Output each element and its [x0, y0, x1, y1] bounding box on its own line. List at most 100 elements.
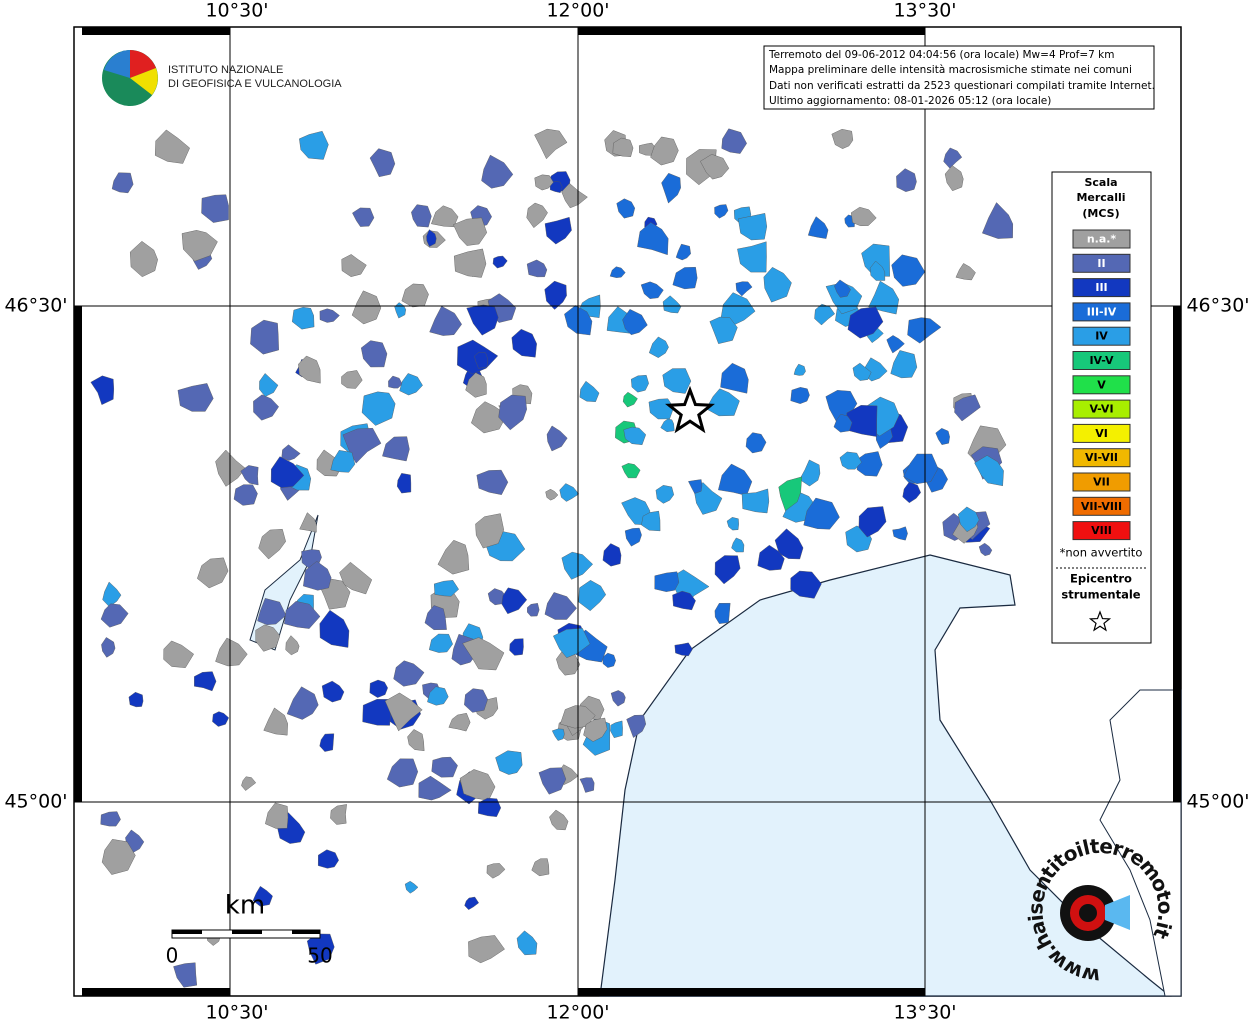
municipality	[476, 469, 509, 495]
municipality	[501, 587, 528, 615]
legend-label: III	[1095, 281, 1107, 294]
municipality	[534, 174, 554, 191]
municipality	[462, 637, 505, 671]
info-line: Ultimo aggiornamento: 08-01-2026 05:12 (…	[769, 95, 1051, 107]
municipality	[737, 213, 768, 241]
municipality	[583, 717, 608, 742]
municipality	[903, 453, 939, 485]
legend-label: VIII	[1091, 524, 1112, 537]
municipality	[173, 962, 198, 988]
municipality	[714, 602, 731, 624]
municipality	[396, 473, 412, 494]
municipality	[448, 712, 471, 732]
legend-swatch	[1072, 351, 1131, 370]
municipality	[944, 165, 964, 192]
municipality	[790, 387, 810, 404]
municipality	[464, 688, 488, 713]
info-lines: Terremoto del 09-06-2012 04:04:56 (ora l…	[768, 49, 1155, 107]
municipality	[382, 436, 410, 462]
scale-label: 0	[166, 944, 179, 968]
municipality	[847, 306, 884, 339]
municipality	[579, 777, 595, 793]
municipality	[100, 811, 121, 827]
municipality	[662, 368, 692, 394]
lon-label: 12°00'	[546, 0, 609, 22]
municipality	[369, 679, 388, 698]
municipality	[978, 542, 993, 557]
municipality	[128, 691, 144, 708]
epicenter-star	[665, 385, 715, 434]
municipality	[411, 204, 432, 228]
municipality	[726, 517, 739, 531]
municipality	[839, 451, 862, 470]
municipality	[737, 241, 767, 273]
info-line: Dati non verificati estratti da 2523 que…	[769, 80, 1155, 92]
municipality	[481, 154, 514, 189]
legend-star	[1088, 610, 1112, 632]
municipality	[341, 254, 367, 277]
municipality	[579, 380, 600, 402]
municipality	[578, 580, 607, 612]
legend-label: VII-VIII	[1081, 500, 1122, 513]
legend-swatch	[1072, 375, 1131, 395]
municipality	[352, 207, 375, 227]
municipality	[330, 450, 356, 473]
municipality	[549, 181, 563, 193]
municipality	[943, 147, 963, 169]
municipality	[852, 362, 872, 381]
lon-label: 10°30'	[205, 1002, 268, 1024]
legend-label: VI	[1095, 427, 1108, 440]
municipality	[745, 432, 767, 454]
municipality	[259, 373, 279, 397]
municipality	[553, 627, 591, 659]
legend-label: IV-V	[1089, 354, 1114, 367]
municipality	[561, 551, 593, 580]
legend-title-line: (MCS)	[1082, 207, 1119, 220]
lon-label: 10°30'	[205, 0, 268, 22]
municipality	[265, 802, 289, 829]
municipality	[212, 711, 229, 727]
municipality	[954, 394, 981, 422]
municipality	[330, 804, 347, 825]
municipality	[902, 481, 921, 504]
municipality	[241, 776, 257, 791]
municipality	[407, 729, 425, 752]
municipality	[778, 476, 803, 512]
municipality	[672, 266, 698, 290]
municipality	[622, 309, 648, 336]
frame-bar	[82, 27, 230, 35]
municipality	[339, 561, 373, 595]
municipality	[255, 624, 281, 652]
municipality	[181, 230, 218, 262]
municipality	[551, 728, 565, 741]
megaphone	[1105, 895, 1130, 930]
municipality	[624, 527, 642, 547]
scale-bar-seg	[292, 930, 320, 934]
municipality	[626, 714, 647, 738]
municipality	[284, 601, 321, 629]
municipality	[705, 388, 740, 417]
scale-bar-seg	[172, 930, 202, 934]
municipality	[858, 506, 887, 538]
legend-title: Scala Mercalli (MCS)	[1076, 176, 1125, 220]
municipality	[465, 372, 487, 398]
municipality	[215, 637, 248, 667]
municipality	[111, 172, 134, 194]
municipality	[672, 590, 696, 611]
municipality	[774, 528, 804, 560]
municipality	[527, 603, 540, 617]
municipality	[194, 671, 217, 692]
municipality	[464, 896, 479, 910]
municipality	[233, 484, 258, 506]
legend-swatch	[1072, 302, 1131, 322]
municipality	[834, 279, 851, 298]
municipality	[890, 350, 918, 379]
municipality	[129, 241, 158, 278]
scale-bar: km 0 50	[166, 891, 333, 968]
municipality	[101, 637, 116, 658]
municipality	[163, 640, 194, 668]
municipality	[426, 229, 437, 247]
municipality	[610, 720, 623, 739]
legend-swatch	[1072, 278, 1131, 298]
municipality	[799, 459, 821, 487]
